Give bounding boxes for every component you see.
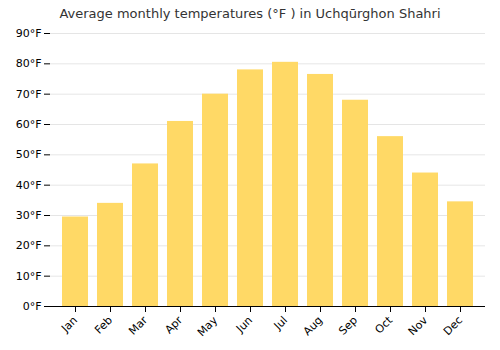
svg-text:0°F: 0°F [23, 300, 42, 313]
svg-text:Feb: Feb [92, 314, 115, 337]
svg-text:Mar: Mar [126, 313, 150, 337]
svg-text:Dec: Dec [441, 314, 465, 338]
svg-text:Sep: Sep [336, 314, 360, 338]
svg-text:Nov: Nov [406, 313, 431, 338]
svg-text:May: May [195, 313, 221, 339]
svg-text:90°F: 90°F [16, 27, 42, 40]
html-text:Average monthly temperatures (: Average monthly temperatures (°F ) in Uc… [59, 6, 441, 21]
svg-text:40°F: 40°F [16, 179, 42, 192]
svg-text:Aug: Aug [301, 314, 325, 338]
svg-text:Jun: Jun [233, 314, 255, 336]
svg-text:Oct: Oct [372, 313, 395, 336]
svg-text:Jan: Jan [58, 314, 80, 336]
svg-text:60°F: 60°F [16, 118, 42, 131]
svg-text:80°F: 80°F [16, 57, 42, 70]
svg-text:Apr: Apr [162, 313, 185, 336]
svg-text:30°F: 30°F [16, 209, 42, 222]
svg-text:70°F: 70°F [16, 88, 42, 101]
svg-text:10°F: 10°F [16, 270, 42, 283]
svg-text:Jul: Jul [271, 314, 290, 333]
svg-text:50°F: 50°F [16, 148, 42, 161]
svg-text:20°F: 20°F [16, 239, 42, 252]
